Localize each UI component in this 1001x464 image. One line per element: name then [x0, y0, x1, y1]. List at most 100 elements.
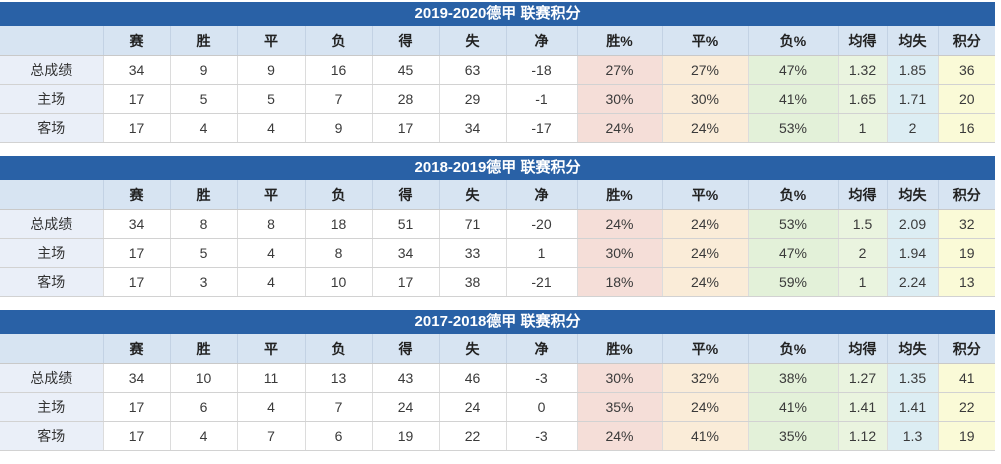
row-label: 主场 [0, 238, 104, 268]
column-header-losses: 负 [305, 26, 373, 56]
column-header-wins: 胜 [170, 334, 238, 364]
cell-win_pct: 30% [577, 84, 663, 114]
cell-draws: 4 [237, 267, 306, 297]
cell-goals_for: 17 [372, 113, 440, 143]
cell-losses: 7 [305, 84, 373, 114]
cell-goal_diff: -17 [506, 113, 578, 143]
header-row: 赛胜平负得失净胜% 平% 负% 均得 均失 积分 [0, 334, 995, 364]
header-row: 赛胜平负得失净胜% 平% 负% 均得 均失 积分 [0, 26, 995, 56]
column-header-games: 赛 [103, 334, 171, 364]
cell-avg_against: 1.41 [887, 392, 939, 422]
cell-goal_diff: -1 [506, 84, 578, 114]
cell-loss_pct: 59% [748, 267, 839, 297]
cell-draw_pct: 24% [662, 392, 749, 422]
cell-goals_against: 38 [439, 267, 507, 297]
season-section-2018-2019: 2018-2019德甲 联赛积分 赛胜平负得失净胜% 平% 负% 均得 均失 积分 总成绩… [0, 156, 1001, 297]
cell-wins: 4 [170, 421, 238, 451]
column-header-draw_pct: 平% [662, 180, 749, 210]
cell-win_pct: 27% [577, 55, 663, 85]
cell-points: 19 [938, 421, 995, 451]
column-header-goals_against: 失 [439, 334, 507, 364]
cell-games: 17 [103, 84, 171, 114]
column-header-loss_pct: 负% [748, 334, 839, 364]
cell-wins: 5 [170, 238, 238, 268]
cell-losses: 6 [305, 421, 373, 451]
cell-draw_pct: 24% [662, 209, 749, 239]
cell-goals_for: 19 [372, 421, 440, 451]
cell-wins: 5 [170, 84, 238, 114]
cell-games: 34 [103, 209, 171, 239]
table-row: 客场 17 4 7 6 19 22 -3 24% 41% 35% 1.12 1.3 19 [0, 421, 995, 451]
column-header-losses: 负 [305, 180, 373, 210]
table-row: 客场 17 4 4 9 17 34 -17 24% 24% 53% 1 2 16 [0, 113, 995, 143]
column-header-goal_diff: 净 [506, 334, 578, 364]
column-header-avg_against: 均失 [887, 26, 939, 56]
cell-loss_pct: 41% [748, 392, 839, 422]
cell-draw_pct: 24% [662, 113, 749, 143]
cell-win_pct: 24% [577, 421, 663, 451]
column-header-loss_pct: 负% [748, 180, 839, 210]
cell-avg_against: 2 [887, 113, 939, 143]
cell-losses: 9 [305, 113, 373, 143]
cell-loss_pct: 35% [748, 421, 839, 451]
column-header-wins: 胜 [170, 26, 238, 56]
league-stats-table: 赛胜平负得失净胜% 平% 负% 均得 均失 积分 总成绩 34 10 11 13 43 46 -3 30%… [0, 334, 995, 451]
column-header-win_pct: 胜% [577, 180, 663, 210]
column-header-goal_diff: 净 [506, 26, 578, 56]
cell-wins: 8 [170, 209, 238, 239]
cell-games: 17 [103, 238, 171, 268]
column-header-goal_diff: 净 [506, 180, 578, 210]
column-header-goals_against: 失 [439, 180, 507, 210]
column-header-losses: 负 [305, 334, 373, 364]
cell-avg_for: 1.65 [838, 84, 888, 114]
cell-goals_against: 29 [439, 84, 507, 114]
cell-goals_for: 51 [372, 209, 440, 239]
table-header: 赛胜平负得失净胜% 平% 负% 均得 均失 积分 [0, 26, 995, 56]
table-header: 赛胜平负得失净胜% 平% 负% 均得 均失 积分 [0, 180, 995, 210]
cell-wins: 10 [170, 363, 238, 393]
cell-losses: 16 [305, 55, 373, 85]
cell-goals_for: 45 [372, 55, 440, 85]
cell-points: 36 [938, 55, 995, 85]
cell-games: 34 [103, 55, 171, 85]
cell-losses: 18 [305, 209, 373, 239]
table-row: 总成绩 34 9 9 16 45 63 -18 27% 27% 47% 1.32 1.85 36 [0, 55, 995, 85]
cell-avg_against: 1.71 [887, 84, 939, 114]
cell-points: 13 [938, 267, 995, 297]
cell-loss_pct: 53% [748, 113, 839, 143]
cell-win_pct: 18% [577, 267, 663, 297]
cell-draw_pct: 32% [662, 363, 749, 393]
row-label: 客场 [0, 421, 104, 451]
column-header-avg_against: 均失 [887, 180, 939, 210]
cell-goals_against: 33 [439, 238, 507, 268]
column-header-win_pct: 胜% [577, 26, 663, 56]
cell-goals_for: 17 [372, 267, 440, 297]
cell-draw_pct: 24% [662, 238, 749, 268]
column-header-points: 积分 [938, 180, 995, 210]
cell-games: 17 [103, 267, 171, 297]
cell-goals_for: 34 [372, 238, 440, 268]
column-header-points: 积分 [938, 26, 995, 56]
league-stats-table: 赛胜平负得失净胜% 平% 负% 均得 均失 积分 总成绩 34 8 8 18 51 71 -20 24% 2… [0, 180, 995, 297]
table-body: 总成绩 34 8 8 18 51 71 -20 24% 24% 53% 1.5 2.09 32 主场 17 5 4… [0, 209, 995, 297]
league-points-page: 2019-2020德甲 联赛积分 赛胜平负得失净胜% 平% 负% 均得 均失 积分 总成绩… [0, 2, 1001, 451]
table-row: 客场 17 3 4 10 17 38 -21 18% 24% 59% 1 2.24 13 [0, 267, 995, 297]
column-header-avg_against: 均失 [887, 334, 939, 364]
season-section-2019-2020: 2019-2020德甲 联赛积分 赛胜平负得失净胜% 平% 负% 均得 均失 积分 总成绩… [0, 2, 1001, 143]
cell-points: 19 [938, 238, 995, 268]
column-header-goals_for: 得 [372, 26, 440, 56]
cell-goal_diff: 1 [506, 238, 578, 268]
cell-loss_pct: 53% [748, 209, 839, 239]
cell-avg_against: 2.24 [887, 267, 939, 297]
cell-avg_for: 1.32 [838, 55, 888, 85]
cell-draws: 8 [237, 209, 306, 239]
cell-goals_against: 22 [439, 421, 507, 451]
cell-goals_against: 71 [439, 209, 507, 239]
cell-goals_against: 63 [439, 55, 507, 85]
table-header: 赛胜平负得失净胜% 平% 负% 均得 均失 积分 [0, 334, 995, 364]
cell-goals_for: 28 [372, 84, 440, 114]
cell-games: 17 [103, 113, 171, 143]
row-label: 总成绩 [0, 209, 104, 239]
season-section-2017-2018: 2017-2018德甲 联赛积分 赛胜平负得失净胜% 平% 负% 均得 均失 积分 总成绩… [0, 310, 1001, 451]
cell-losses: 7 [305, 392, 373, 422]
